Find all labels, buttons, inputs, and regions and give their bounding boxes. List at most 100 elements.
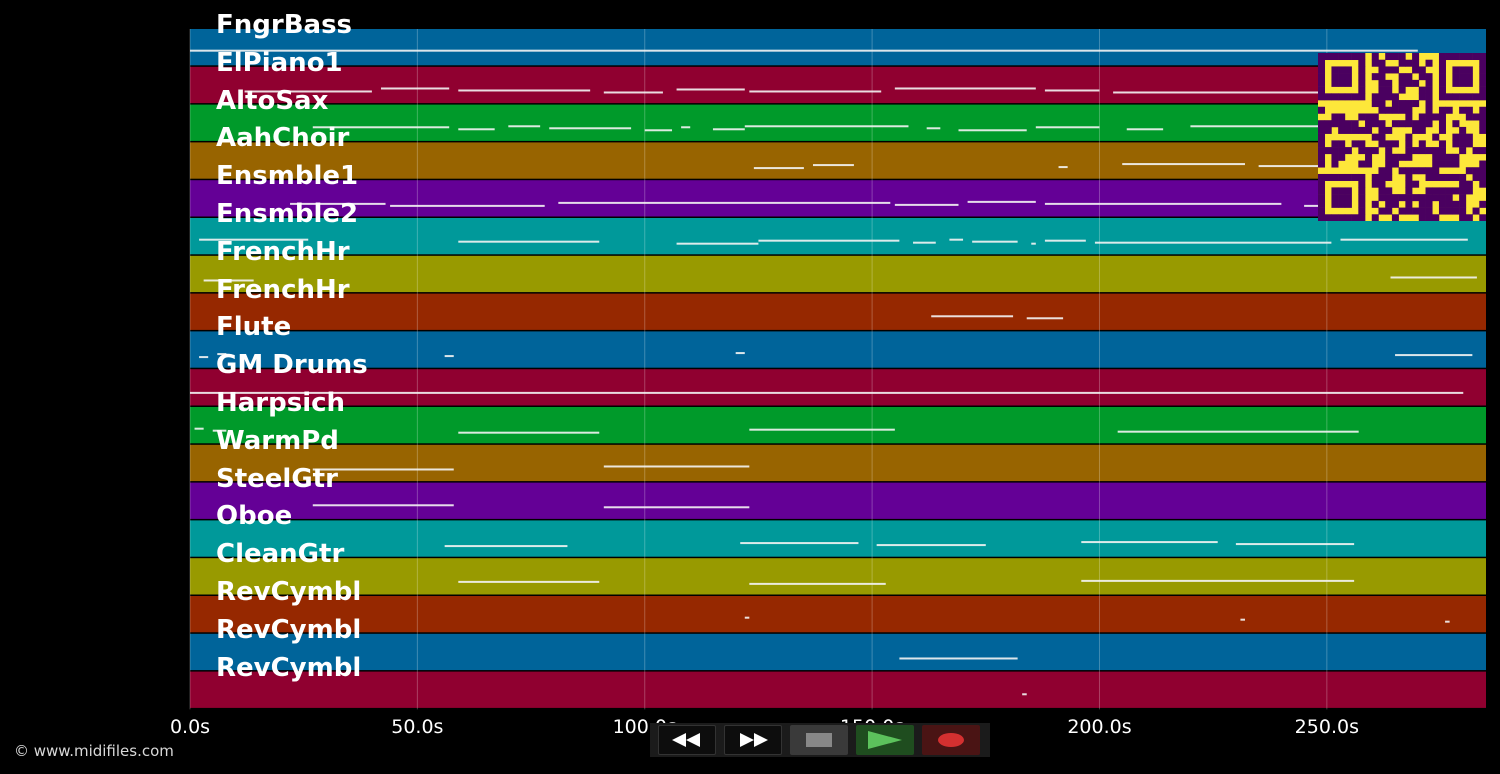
note-event — [458, 580, 600, 583]
note-event — [244, 90, 372, 93]
note-event — [1035, 126, 1100, 129]
copyright-notice: © www.midifiles.com — [14, 742, 174, 760]
note-event — [1094, 241, 1332, 244]
transport-controls — [650, 723, 990, 757]
note-event — [676, 242, 759, 245]
note-event — [1044, 239, 1086, 242]
qr-code[interactable] — [1318, 53, 1487, 222]
time-tick-label: 0.0s — [169, 716, 211, 738]
note-event — [1395, 354, 1473, 357]
note-event — [203, 279, 254, 282]
note-event — [1126, 128, 1164, 131]
note-event — [1026, 317, 1064, 320]
note-event — [735, 352, 745, 355]
note-event — [380, 87, 450, 90]
note-event — [312, 504, 454, 507]
note-event — [603, 91, 663, 94]
note-event — [1081, 541, 1218, 544]
track-label: GM Drums — [216, 350, 368, 381]
track-lane — [190, 255, 1486, 293]
play-button[interactable] — [856, 725, 914, 755]
note-event — [931, 315, 1014, 318]
track-lane — [190, 633, 1486, 671]
note-events — [190, 49, 1477, 696]
note-event — [603, 506, 750, 509]
stop-icon — [806, 733, 832, 747]
note-event — [749, 428, 895, 431]
note-event — [199, 356, 209, 359]
track-label: FngrBass — [216, 10, 353, 40]
track-lane — [190, 66, 1486, 104]
record-icon — [938, 733, 964, 747]
note-event — [458, 431, 600, 434]
note-event — [1081, 579, 1355, 582]
rewind-icon — [672, 733, 700, 747]
note-event — [1058, 166, 1068, 169]
fast-forward-icon — [740, 733, 768, 747]
track-lane — [190, 369, 1486, 406]
track-lane — [190, 671, 1486, 708]
note-event — [1240, 618, 1245, 621]
track-lane — [190, 104, 1486, 141]
fast-forward-button[interactable] — [724, 725, 782, 755]
note-event — [444, 545, 568, 548]
track-lane — [190, 407, 1486, 444]
note-event — [749, 582, 886, 585]
track-label: SteelGtr — [216, 463, 338, 494]
track-label: Ensmble1 — [216, 161, 359, 192]
note-event — [217, 353, 227, 356]
time-tick-label: 250.0s — [1294, 716, 1359, 738]
note-event — [212, 429, 227, 432]
track-lane — [190, 482, 1486, 519]
note-event — [676, 88, 745, 91]
note-event — [949, 238, 964, 241]
track-lane — [190, 558, 1486, 595]
note-event — [967, 200, 1036, 203]
track-lane — [190, 331, 1486, 368]
note-event — [508, 125, 541, 128]
note-event — [899, 657, 1018, 660]
track-label: Flute — [216, 312, 292, 343]
note-event — [190, 391, 1464, 394]
track-lanes — [190, 29, 1486, 708]
record-button[interactable] — [922, 725, 980, 755]
note-event — [744, 125, 909, 128]
track-lane — [190, 293, 1486, 330]
note-event — [558, 201, 891, 204]
note-event — [458, 128, 495, 131]
track-label: RevCymbl — [216, 614, 362, 645]
note-event — [1445, 620, 1450, 623]
note-event — [290, 202, 386, 205]
note-event — [758, 239, 900, 242]
note-event — [1113, 91, 1350, 94]
track-lane — [190, 218, 1486, 255]
time-tick-label: 50.0s — [391, 716, 444, 738]
note-event — [740, 542, 859, 545]
play-icon — [868, 731, 902, 749]
note-event — [812, 164, 854, 167]
track-label: Oboe — [216, 501, 293, 532]
track-label: Ensmble2 — [216, 199, 359, 229]
note-event — [603, 465, 750, 468]
rewind-button[interactable] — [658, 725, 716, 755]
note-event — [1031, 242, 1036, 245]
note-event — [194, 427, 204, 430]
note-event — [312, 468, 454, 471]
track-label: FrenchHr — [216, 274, 350, 305]
stop-button[interactable] — [790, 725, 848, 755]
track-label: Harpsich — [216, 388, 346, 418]
note-event — [1235, 543, 1355, 546]
note-event — [926, 127, 941, 130]
note-event — [681, 126, 691, 129]
note-event — [894, 203, 959, 206]
note-event — [1390, 276, 1477, 279]
note-event — [894, 87, 1036, 90]
track-label: ElPiano1 — [216, 47, 343, 78]
note-event — [913, 241, 936, 244]
note-event — [753, 167, 804, 170]
track-label: CleanGtr — [216, 539, 345, 570]
note-event — [458, 89, 591, 92]
note-event — [1122, 163, 1245, 166]
note-event — [958, 129, 1027, 132]
